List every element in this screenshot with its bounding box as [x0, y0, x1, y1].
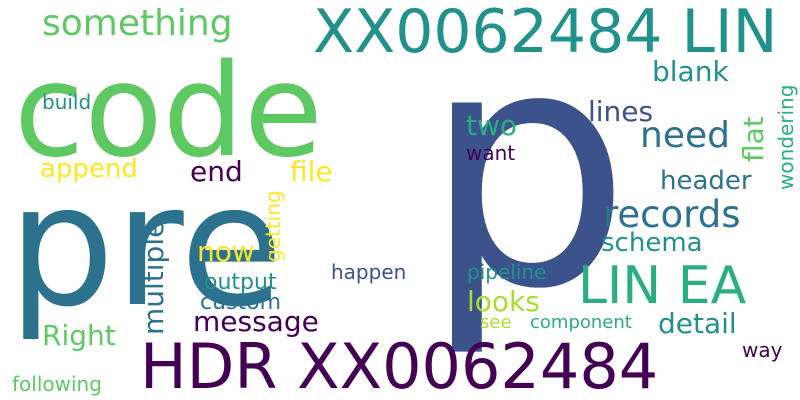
word-message: message — [193, 305, 319, 338]
word-detail: detail — [658, 307, 737, 340]
word-end: end — [190, 155, 243, 188]
word-custom: custom — [200, 290, 282, 315]
word-flat: flat — [737, 116, 770, 162]
word-xx-lin: XX0062484 LIN — [313, 0, 778, 67]
word-build: build — [42, 90, 92, 114]
word-pre: pre — [8, 148, 284, 344]
word-simpler: simpler — [586, 157, 610, 232]
word-component: component — [530, 312, 632, 333]
word-something: something — [42, 3, 233, 44]
word-right: Right — [42, 319, 116, 352]
word-wondering: wondering — [774, 84, 798, 190]
word-way: way — [742, 338, 783, 362]
word-p: p — [422, 0, 632, 361]
word-want: want — [466, 141, 516, 165]
word-lin-ea: LIN EA — [578, 256, 747, 316]
word-file: file — [290, 155, 333, 188]
word-see: see — [480, 312, 512, 333]
word-records: records — [603, 193, 741, 236]
word-output: output — [204, 270, 277, 295]
word-following: following — [12, 372, 102, 396]
word-append: append — [40, 154, 138, 184]
word-lines: lines — [588, 95, 654, 128]
word-need: need — [640, 115, 730, 156]
word-multiple: multiple — [137, 220, 170, 335]
word-header: header — [660, 166, 752, 196]
word-getting: getting — [261, 190, 285, 262]
word-happen: happen — [331, 260, 407, 284]
word-code: code — [14, 37, 323, 186]
word-looks: looks — [467, 285, 540, 318]
word-hdr: HDR XX0062484 — [140, 330, 659, 400]
word-now: now — [197, 235, 255, 268]
word-schema: schema — [601, 228, 703, 258]
word-blank: blank — [652, 55, 729, 88]
word-two: two — [466, 109, 518, 142]
word-pipeline: pipeline — [467, 260, 547, 284]
